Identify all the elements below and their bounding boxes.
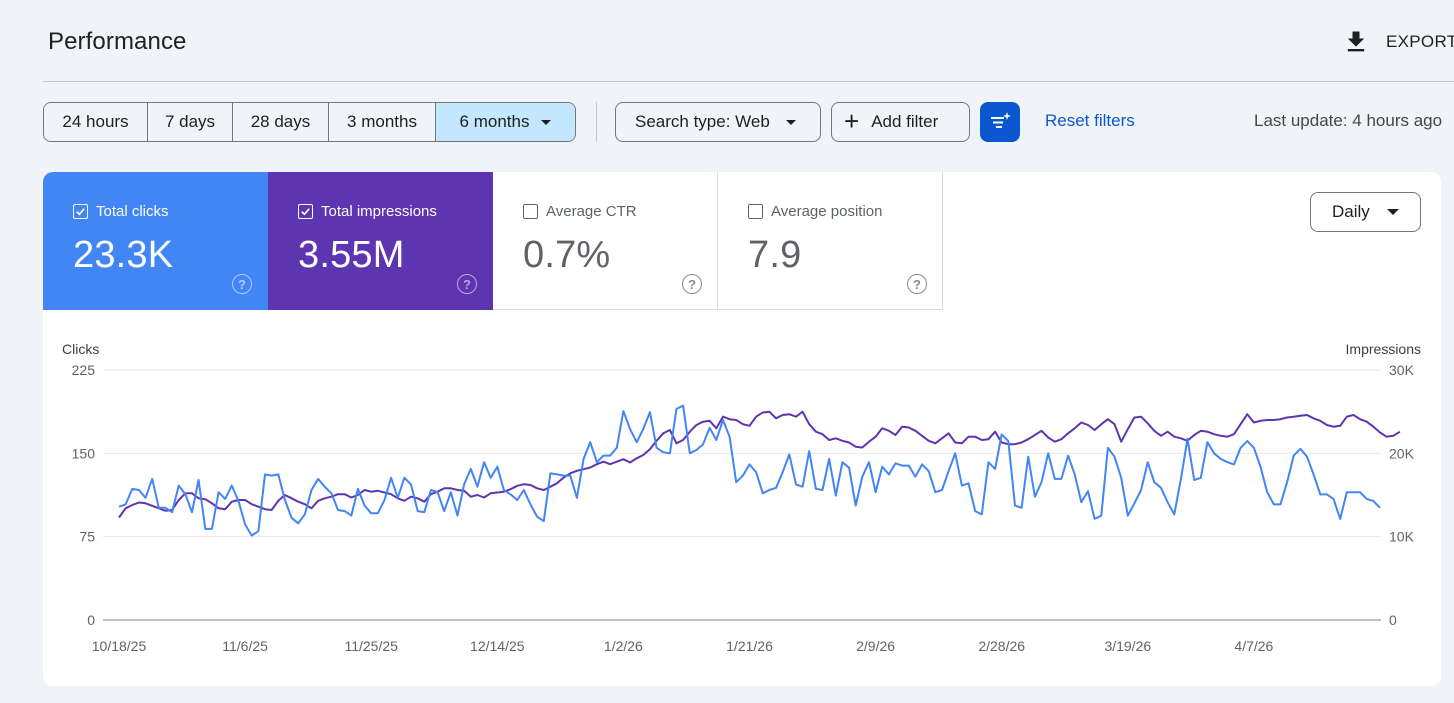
y2-axis-ticks: 0 10K 20K 30K	[1389, 362, 1415, 628]
checkbox-checked-icon[interactable]	[73, 204, 88, 219]
add-filter-label: Add filter	[871, 112, 939, 131]
range-label: 24 hours	[62, 112, 129, 131]
y2-axis-title: Impressions	[1346, 341, 1421, 357]
checkbox-unchecked-icon[interactable]	[748, 204, 763, 219]
ai-filter-button[interactable]	[980, 102, 1020, 142]
x-tick-label: 11/6/25	[222, 638, 268, 654]
page-title: Performance	[48, 28, 187, 55]
export-label: EXPORT	[1386, 32, 1454, 51]
x-tick-label: 12/14/25	[470, 638, 525, 654]
impressions-series-line	[118, 410, 1401, 519]
performance-card: Total clicks 23.3K ? Total impressions 3…	[43, 172, 1441, 686]
x-tick-label: 2/9/26	[856, 638, 895, 654]
metric-value: 3.55M	[298, 234, 405, 276]
checkbox-unchecked-icon[interactable]	[523, 204, 538, 219]
range-label: 6 months	[459, 112, 530, 131]
x-tick-label: 1/21/26	[726, 638, 773, 654]
metric-label: Total impressions	[321, 203, 437, 220]
help-icon[interactable]: ?	[232, 274, 252, 294]
metric-value: 7.9	[748, 234, 802, 276]
sparkle-filter-icon	[991, 112, 1011, 128]
search-type-dropdown[interactable]: Search type: Web	[615, 102, 821, 142]
x-tick-label: 3/19/26	[1104, 638, 1151, 654]
range-label: 3 months	[347, 112, 417, 131]
metric-label: Total clicks	[96, 203, 169, 220]
chart-grid	[103, 369, 1381, 621]
range-7-days[interactable]: 7 days	[148, 103, 233, 141]
y-axis-title: Clicks	[62, 341, 99, 357]
export-button[interactable]: EXPORT	[1342, 26, 1454, 58]
y2-tick-label: 30K	[1389, 362, 1415, 378]
metric-label: Average CTR	[546, 203, 637, 220]
granularity-label: Daily	[1332, 202, 1370, 221]
download-icon	[1347, 31, 1365, 52]
y2-tick-label: 10K	[1389, 529, 1415, 545]
x-tick-label: 4/7/26	[1234, 638, 1273, 654]
y-tick-label: 150	[72, 445, 96, 461]
metric-average-ctr[interactable]: Average CTR 0.7% ?	[493, 172, 718, 310]
reset-filters-link[interactable]: Reset filters	[1045, 111, 1135, 130]
help-icon[interactable]: ?	[457, 274, 477, 294]
filter-separator	[596, 102, 597, 142]
date-range-group: 24 hours 7 days 28 days 3 months 6 month…	[43, 102, 576, 142]
x-tick-label: 10/18/25	[92, 638, 147, 654]
x-tick-label: 11/25/25	[344, 638, 398, 654]
metric-value: 0.7%	[523, 234, 611, 276]
checkbox-checked-icon[interactable]	[298, 204, 313, 219]
help-icon[interactable]: ?	[907, 274, 927, 294]
y-tick-label: 225	[72, 362, 96, 378]
range-24-hours[interactable]: 24 hours	[44, 103, 148, 141]
chevron-down-icon	[541, 119, 552, 125]
metric-label: Average position	[771, 203, 883, 220]
clicks-series-line	[118, 404, 1381, 537]
chevron-down-icon	[785, 119, 796, 125]
y-tick-label: 0	[87, 612, 95, 628]
metric-total-clicks[interactable]: Total clicks 23.3K ?	[43, 172, 268, 310]
plus-icon: +	[844, 105, 860, 136]
header-divider	[43, 81, 1454, 82]
metric-value: 23.3K	[73, 234, 174, 276]
y-tick-label: 75	[79, 529, 95, 545]
range-28-days[interactable]: 28 days	[233, 103, 329, 141]
granularity-dropdown[interactable]: Daily	[1310, 192, 1421, 232]
chart-lines	[118, 404, 1401, 537]
help-icon[interactable]: ?	[682, 274, 702, 294]
y-axis-ticks: 0 75 150 225	[72, 362, 96, 628]
x-axis-ticks: 10/18/25 11/6/25 11/25/25 12/14/25 1/2/26 1/2…	[92, 638, 1274, 654]
last-update-text: Last update: 4 hours ago	[1254, 111, 1443, 130]
range-label: 7 days	[164, 112, 216, 131]
y2-tick-label: 20K	[1389, 445, 1415, 461]
search-type-label: Search type: Web	[635, 112, 770, 131]
range-label: 28 days	[250, 112, 311, 131]
x-tick-label: 1/2/26	[604, 638, 643, 654]
add-filter-button[interactable]: + Add filter	[831, 102, 970, 142]
chevron-down-icon	[1386, 209, 1399, 215]
metric-average-position[interactable]: Average position 7.9 ?	[718, 172, 943, 310]
y2-tick-label: 0	[1389, 612, 1397, 628]
range-3-months[interactable]: 3 months	[329, 103, 436, 141]
range-6-months[interactable]: 6 months	[436, 103, 575, 141]
metric-total-impressions[interactable]: Total impressions 3.55M ?	[268, 172, 493, 310]
x-tick-label: 2/28/26	[978, 638, 1025, 654]
